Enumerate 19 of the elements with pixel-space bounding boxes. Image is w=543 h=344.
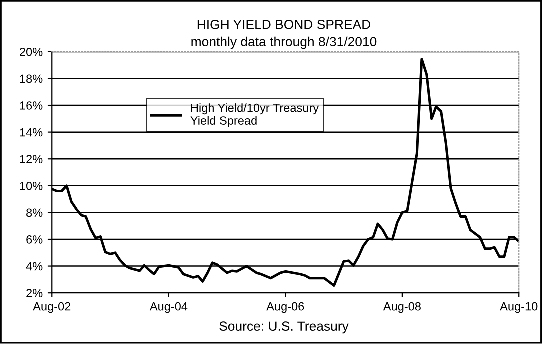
x-tick-label: Aug-04 (150, 302, 188, 314)
y-tick-label: 12% (20, 155, 43, 164)
y-tick-label: 20% (20, 48, 43, 56)
chart-subtitle: monthly data through 8/31/2010 (192, 36, 377, 50)
x-tick-label: Aug-08 (383, 302, 421, 314)
y-tick-label: 8% (26, 208, 43, 218)
y-tick-label: 16% (20, 102, 43, 110)
y-tick-label: 4% (26, 262, 43, 271)
y-tick-label: 14% (20, 128, 43, 137)
source-note: Source: U.S. Treasury (220, 322, 349, 334)
x-tick-label: Aug-06 (266, 302, 304, 314)
chart-title: HIGH YIELD BOND SPREAD (198, 20, 370, 30)
y-tick-label: 18% (20, 74, 43, 84)
x-tick-label: Aug-10 (500, 302, 538, 314)
y-tick-label: 6% (26, 236, 43, 244)
y-tick-label: 10% (20, 182, 43, 190)
x-tick-label: Aug-02 (33, 302, 71, 314)
y-tick-label: 2% (26, 289, 43, 298)
legend-label: High Yield/10yr Treasury Yield Spread (190, 104, 320, 128)
